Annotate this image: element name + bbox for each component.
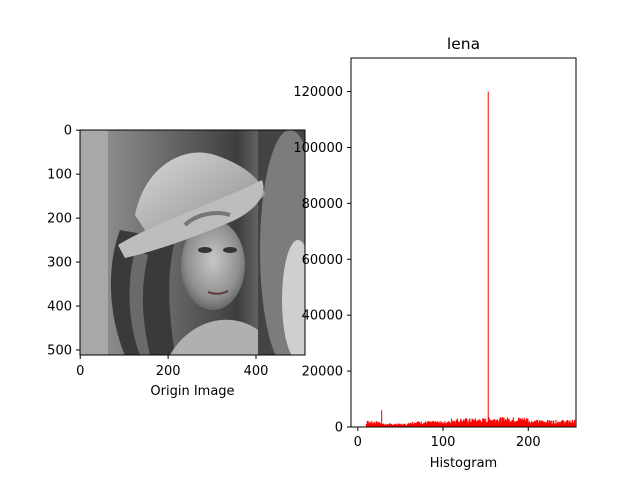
image-xlabel: Origin Image <box>150 384 234 399</box>
image-x-tick-label: 400 <box>244 364 269 379</box>
image-panel: 0 100 200 300 400 500 0 200 400 Origin Image <box>47 124 306 399</box>
histogram-y-tick-label: 20000 <box>302 365 343 380</box>
image-y-tick-label: 300 <box>47 256 72 271</box>
histogram-y-tick-label: 40000 <box>302 309 343 324</box>
histogram-y-tick-label: 60000 <box>302 253 343 268</box>
histogram-axes-frame <box>350 57 577 428</box>
chart-title: lena <box>447 35 480 53</box>
histogram-xlabel: Histogram <box>430 456 497 471</box>
histogram-y-ticks: 0 20000 40000 60000 80000 100000 120000 <box>293 85 351 436</box>
histogram-y-tick-label: 80000 <box>302 197 343 212</box>
histogram-panel: lena 0 20000 40000 60000 80000 100000 120000 0… <box>293 35 577 471</box>
histogram-bars <box>357 91 576 427</box>
image-x-tick-label: 200 <box>156 364 181 379</box>
image-y-tick-label: 0 <box>64 124 72 139</box>
histogram-y-tick-label: 120000 <box>293 85 343 100</box>
image-y-tick-label: 200 <box>47 212 72 227</box>
image-y-ticks: 0 100 200 300 400 500 <box>47 124 80 358</box>
image-x-tick-label: 0 <box>76 364 84 379</box>
histogram-x-ticks: 0 100 200 <box>354 427 541 450</box>
histogram-y-tick-label: 100000 <box>293 141 343 156</box>
image-y-tick-label: 400 <box>47 300 72 315</box>
image-y-tick-label: 100 <box>47 168 72 183</box>
histogram-x-tick-label: 100 <box>431 435 456 450</box>
histogram-y-tick-label: 0 <box>335 421 343 436</box>
histogram-x-tick-label: 0 <box>354 435 362 450</box>
image-axes-frame <box>79 129 306 356</box>
image-x-ticks: 0 200 400 <box>76 355 268 379</box>
image-y-tick-label: 500 <box>47 343 72 358</box>
portrait-image <box>80 130 305 355</box>
histogram-x-tick-label: 200 <box>516 435 541 450</box>
